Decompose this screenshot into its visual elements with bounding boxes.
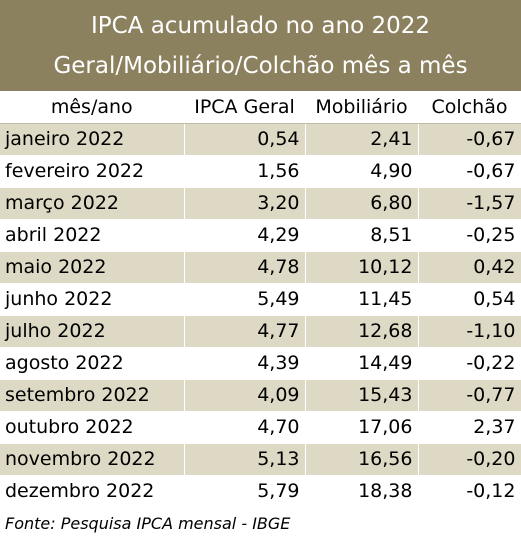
table-title: IPCA acumulado no ano 2022	[90, 13, 431, 39]
ipca-geral-cell: 5,79	[184, 475, 306, 508]
colchao-cell: -0,22	[418, 347, 521, 380]
month-cell: abril 2022	[0, 219, 185, 252]
column-header-ipca-geral: IPCA Geral	[184, 91, 306, 124]
mobiliario-cell: 18,38	[305, 475, 419, 508]
table-row: outubro 2022 4,70 17,06 2,37	[0, 411, 521, 444]
mobiliario-cell: 6,80	[305, 187, 419, 220]
table-row: dezembro 2022 5,79 18,38 -0,12	[0, 475, 521, 508]
colchao-cell: -0,67	[418, 155, 521, 188]
colchao-cell: -0,20	[418, 443, 521, 476]
ipca-geral-cell: 1,56	[184, 155, 306, 188]
mobiliario-cell: 11,45	[305, 283, 419, 316]
colchao-cell: -0,25	[418, 219, 521, 252]
mobiliario-cell: 10,12	[305, 251, 419, 284]
header-row: mês/ano IPCA Geral Mobiliário Colchão	[0, 91, 521, 124]
ipca-table: mês/ano IPCA Geral Mobiliário Colchão ja…	[0, 91, 521, 508]
table-row: maio 2022 4,78 10,12 0,42	[0, 251, 521, 284]
column-header-mobiliario: Mobiliário	[305, 91, 419, 124]
month-cell: dezembro 2022	[0, 475, 185, 508]
month-cell: novembro 2022	[0, 443, 185, 476]
table-row: abril 2022 4,29 8,51 -0,25	[0, 219, 521, 252]
column-header-month: mês/ano	[0, 91, 185, 124]
mobiliario-cell: 17,06	[305, 411, 419, 444]
colchao-cell: -0,77	[418, 379, 521, 412]
ipca-geral-cell: 5,13	[184, 443, 306, 476]
table-subtitle: Geral/Mobiliário/Colchão mês a mês	[53, 53, 468, 79]
month-cell: junho 2022	[0, 283, 185, 316]
colchao-cell: 0,54	[418, 283, 521, 316]
ipca-geral-cell: 4,09	[184, 379, 306, 412]
mobiliario-cell: 16,56	[305, 443, 419, 476]
table-row: agosto 2022 4,39 14,49 -0,22	[0, 347, 521, 380]
mobiliario-cell: 14,49	[305, 347, 419, 380]
table-row: setembro 2022 4,09 15,43 -0,77	[0, 379, 521, 412]
ipca-geral-cell: 0,54	[184, 123, 306, 156]
table-row: julho 2022 4,77 12,68 -1,10	[0, 315, 521, 348]
mobiliario-cell: 2,41	[305, 123, 419, 156]
ipca-geral-cell: 5,49	[184, 283, 306, 316]
mobiliario-cell: 12,68	[305, 315, 419, 348]
colchao-cell: -1,10	[418, 315, 521, 348]
ipca-geral-cell: 4,29	[184, 219, 306, 252]
mobiliario-cell: 8,51	[305, 219, 419, 252]
table-row: março 2022 3,20 6,80 -1,57	[0, 187, 521, 220]
table-row: novembro 2022 5,13 16,56 -0,20	[0, 443, 521, 476]
month-cell: setembro 2022	[0, 379, 185, 412]
table-row: junho 2022 5,49 11,45 0,54	[0, 283, 521, 316]
column-header-colchao: Colchão	[418, 91, 521, 124]
month-cell: fevereiro 2022	[0, 155, 185, 188]
colchao-cell: -1,57	[418, 187, 521, 220]
ipca-geral-cell: 4,70	[184, 411, 306, 444]
month-cell: maio 2022	[0, 251, 185, 284]
month-cell: janeiro 2022	[0, 123, 185, 156]
source-note: Fonte: Pesquisa IPCA mensal - IBGE	[5, 514, 291, 533]
mobiliario-cell: 15,43	[305, 379, 419, 412]
mobiliario-cell: 4,90	[305, 155, 419, 188]
month-cell: julho 2022	[0, 315, 185, 348]
month-cell: outubro 2022	[0, 411, 185, 444]
ipca-geral-cell: 4,78	[184, 251, 306, 284]
ipca-geral-cell: 3,20	[184, 187, 306, 220]
table-row: fevereiro 2022 1,56 4,90 -0,67	[0, 155, 521, 188]
colchao-cell: -0,67	[418, 123, 521, 156]
month-cell: março 2022	[0, 187, 185, 220]
colchao-cell: 2,37	[418, 411, 521, 444]
colchao-cell: 0,42	[418, 251, 521, 284]
ipca-geral-cell: 4,39	[184, 347, 306, 380]
table-title-band: IPCA acumulado no ano 2022 Geral/Mobiliá…	[0, 0, 521, 91]
colchao-cell: -0,12	[418, 475, 521, 508]
ipca-geral-cell: 4,77	[184, 315, 306, 348]
table-body: janeiro 2022 0,54 2,41 -0,67 fevereiro 2022 1…	[0, 123, 521, 508]
month-cell: agosto 2022	[0, 347, 185, 380]
table-row: janeiro 2022 0,54 2,41 -0,67	[0, 123, 521, 156]
